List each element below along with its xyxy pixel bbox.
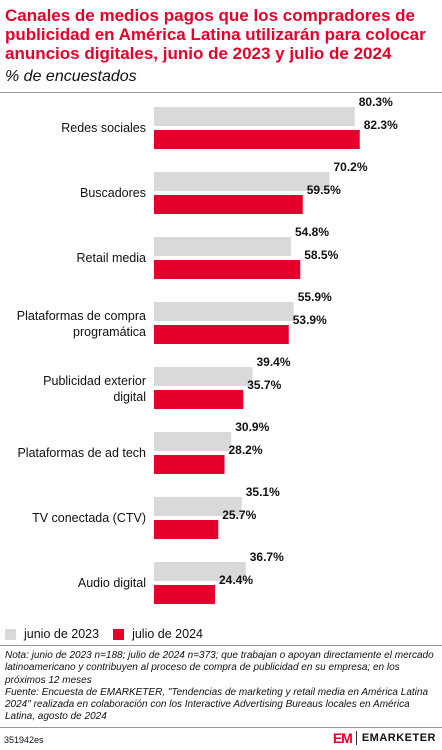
category-label: Plataformas de ad tech: [17, 446, 146, 460]
brand-logo: EM EMARKETER: [333, 730, 436, 746]
footnotes: Nota: junio de 2023 n=188; julio de 2024…: [5, 650, 437, 724]
bar-2024: [154, 130, 360, 149]
data-label-2024: 25.7%: [222, 508, 256, 522]
data-label-2024: 59.5%: [307, 183, 341, 197]
note-text: Nota: junio de 2023 n=188; julio de 2024…: [5, 650, 434, 686]
legend-item-2024: julio de 2024: [113, 627, 203, 641]
brand-mark: EM: [332, 730, 353, 746]
brand-name: EMARKETER: [361, 732, 436, 744]
bar-2024: [154, 585, 215, 604]
bar-2023: [154, 172, 330, 191]
data-label-2023: 30.9%: [235, 420, 269, 434]
category-label: Retail media: [77, 251, 147, 265]
footer-divider: [0, 645, 442, 646]
data-label-2024: 82.3%: [364, 118, 398, 132]
data-label-2023: 39.4%: [257, 355, 291, 369]
bar-2024: [154, 325, 289, 344]
bar-2023: [154, 497, 242, 516]
data-label-2024: 58.5%: [304, 248, 338, 262]
chart-title: Canales de medios pagos que los comprado…: [5, 6, 426, 63]
data-label-2024: 35.7%: [247, 378, 281, 392]
bar-2023: [154, 367, 253, 386]
legend-label-2023: junio de 2023: [24, 627, 100, 641]
bar-2023: [154, 302, 294, 321]
bar-2024: [154, 390, 244, 409]
bar-2024: [154, 455, 225, 474]
category-label: Audio digital: [78, 576, 146, 590]
data-label-2023: 36.7%: [250, 550, 284, 564]
category-label: TV conectada (CTV): [32, 511, 146, 525]
bar-2024: [154, 260, 301, 279]
data-label-2023: 55.9%: [298, 290, 332, 304]
data-label-2023: 70.2%: [334, 160, 368, 174]
legend-item-2023: junio de 2023: [5, 627, 99, 641]
chart-id: 351942es: [4, 735, 44, 745]
legend: junio de 2023 julio de 2024: [5, 626, 217, 642]
bar-2024: [154, 520, 219, 539]
data-label-2024: 24.4%: [219, 573, 253, 587]
data-label-2023: 54.8%: [295, 225, 329, 239]
category-label: Plataformas de compra programática: [17, 309, 146, 339]
legend-swatch-2023: [5, 628, 16, 640]
legend-label-2024: julio de 2024: [132, 627, 203, 641]
bar-2024: [154, 195, 303, 214]
top-divider: [0, 92, 442, 93]
data-label-2024: 53.9%: [293, 313, 327, 327]
category-label: Redes sociales: [61, 121, 146, 135]
bar-2023: [154, 237, 291, 256]
category-label: Publicidad exterior digital: [43, 374, 146, 404]
data-label-2024: 28.2%: [229, 443, 263, 457]
bottom-divider: [0, 727, 442, 728]
bar-2023: [154, 432, 232, 451]
source-text: Fuente: Encuesta de EMARKETER, "Tendenci…: [5, 686, 429, 723]
data-label-2023: 35.1%: [246, 485, 280, 499]
bar-2023: [154, 562, 246, 581]
brand-separator: [355, 731, 357, 745]
legend-swatch-2024: [113, 628, 125, 640]
bar-2023: [154, 107, 355, 126]
chart-subtitle: % de encuestados: [5, 68, 137, 85]
data-label-2023: 80.3%: [359, 95, 393, 109]
bar-chart: Redes sociales 80.3% 82.3% Buscadores 70.2% 5…: [17, 95, 398, 604]
category-label: Buscadores: [80, 186, 146, 200]
